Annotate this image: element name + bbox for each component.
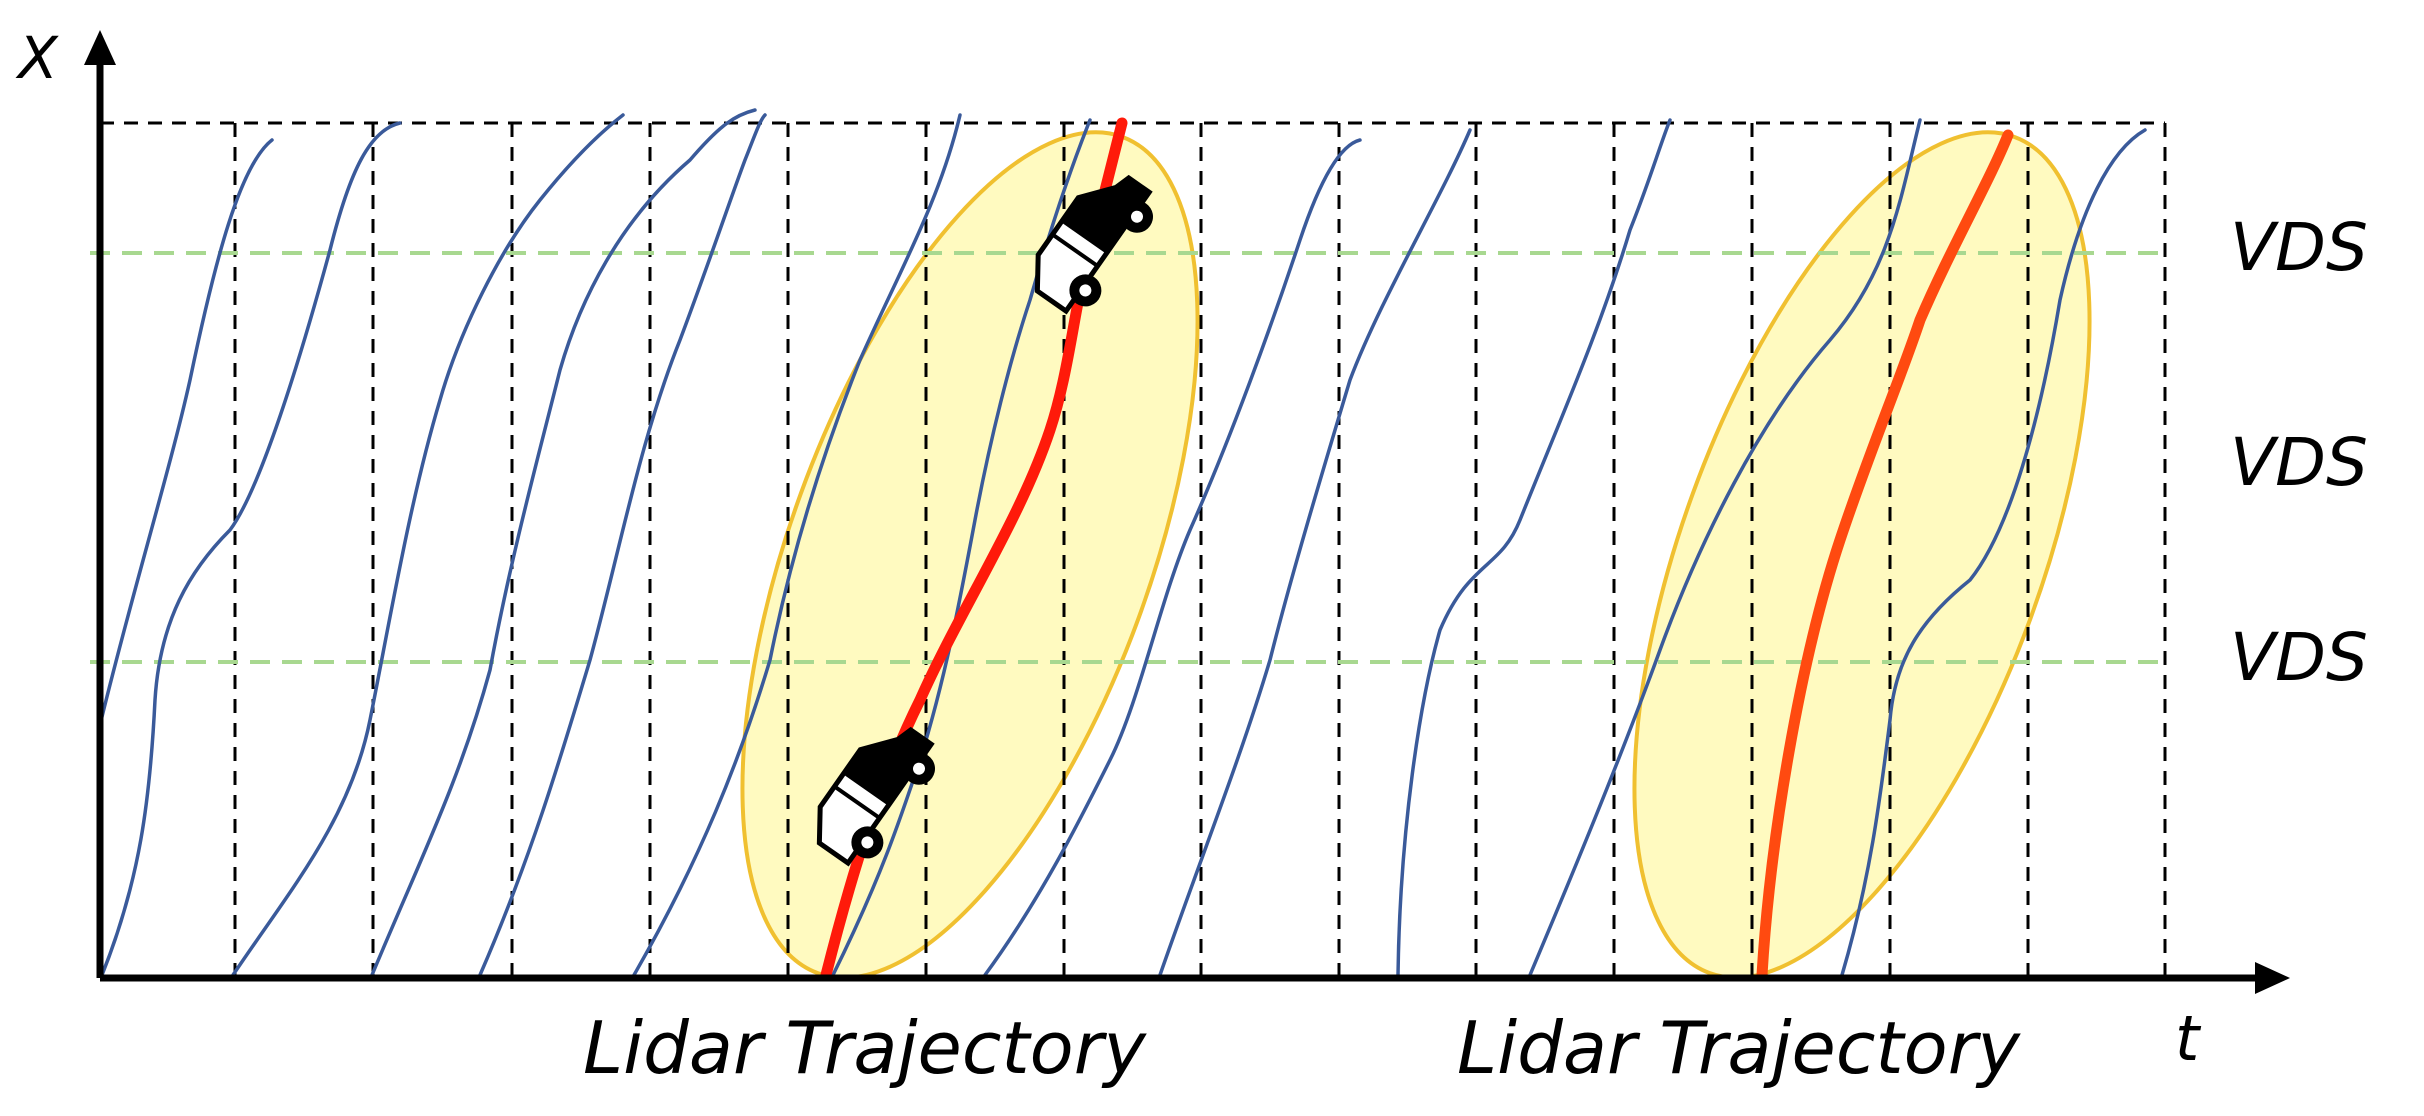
vehicle-trajectory	[370, 108, 757, 977]
vds-detector-lines	[90, 251, 2165, 664]
vehicle-trajectory	[98, 138, 274, 727]
vehicle-trajectory	[1528, 118, 1922, 977]
lidar-highlight-ellipse-2	[1632, 130, 2092, 980]
vds-label-top: VDS	[2230, 209, 2368, 286]
y-axis-label: X	[15, 24, 59, 92]
vehicle-trajectory	[983, 138, 1362, 977]
vehicle-trajectory	[231, 113, 625, 977]
vehicle-trajectory	[1158, 128, 1472, 977]
vds-label-bottom: VDS	[2230, 619, 2368, 696]
lidar-highlight-areas	[740, 130, 2092, 980]
vehicle-trajectory	[478, 113, 767, 977]
time-grid	[100, 121, 2167, 978]
car-icon	[816, 726, 935, 867]
lidar-trajectory-2	[1756, 129, 2014, 981]
lidar-label-1: Lidar Trajectory	[583, 1006, 1147, 1090]
x-axis-arrow	[2255, 962, 2290, 994]
lidar-label-2: Lidar Trajectory	[1457, 1006, 2021, 1090]
y-axis-arrow	[84, 30, 116, 65]
vehicle-trajectory	[632, 113, 962, 977]
vds-label-middle: VDS	[2230, 424, 2368, 501]
car-icon	[1034, 174, 1153, 315]
vehicle-trajectory	[1396, 118, 1672, 977]
vehicle-trajectory	[1840, 128, 2147, 977]
vehicle-trajectory	[100, 121, 402, 977]
axes	[84, 30, 2290, 994]
x-axis-label: t	[2175, 1002, 2202, 1075]
